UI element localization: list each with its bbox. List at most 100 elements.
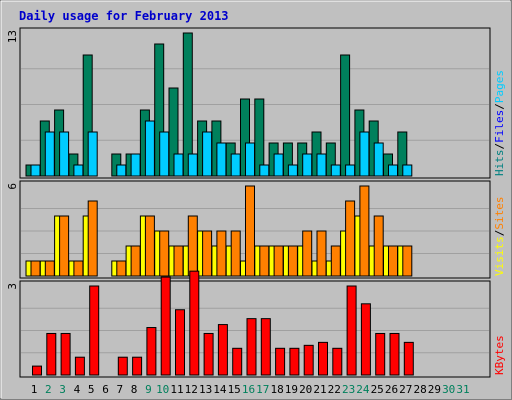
bar-pages-19 bbox=[287, 164, 298, 177]
x-tick-label: 11 bbox=[170, 383, 183, 396]
bar-sites-26 bbox=[388, 245, 398, 277]
y-max-label: 13 bbox=[6, 30, 19, 43]
bar-kbytes-26 bbox=[389, 332, 400, 376]
bar-sites-18 bbox=[273, 245, 284, 277]
x-tick-label: 16 bbox=[242, 383, 255, 396]
x-tick-label: 6 bbox=[102, 383, 109, 396]
legend-item: Visits bbox=[493, 236, 506, 276]
bar-sites-8 bbox=[130, 245, 141, 277]
x-tick-label: 31 bbox=[456, 383, 469, 396]
bar-kbytes-5 bbox=[89, 285, 100, 376]
legend-item: Pages bbox=[493, 70, 506, 103]
bar-pages-27 bbox=[402, 164, 413, 177]
bar-pages-12 bbox=[187, 153, 198, 177]
bar-pages-20 bbox=[302, 153, 313, 177]
bar-sites-2 bbox=[44, 260, 55, 277]
x-tick-label: 23 bbox=[342, 383, 355, 396]
bar-hits-23 bbox=[340, 54, 351, 177]
legend-item: / bbox=[493, 103, 506, 110]
panel-hits_pages_files: 13 Hits/Files/Pages bbox=[6, 27, 506, 179]
bar-sites-19 bbox=[287, 245, 298, 277]
bar-kbytes-9 bbox=[146, 327, 157, 376]
bar-pages-15 bbox=[230, 153, 241, 177]
bar-pages-16 bbox=[245, 142, 255, 177]
bar-sites-15 bbox=[230, 230, 241, 277]
bar-kbytes-10 bbox=[160, 276, 171, 376]
bar-kbytes-14 bbox=[217, 324, 228, 376]
bar-sites-7 bbox=[116, 260, 127, 277]
panel-kbytes: 3 KBytes bbox=[6, 270, 506, 378]
bar-sites-27 bbox=[402, 245, 413, 277]
bar-pages-3 bbox=[59, 131, 70, 177]
x-tick-label: 13 bbox=[199, 383, 212, 396]
bar-kbytes-25 bbox=[375, 332, 386, 376]
x-tick-label: 2 bbox=[45, 383, 52, 396]
bar-sites-17 bbox=[259, 245, 270, 277]
bar-pages-9 bbox=[144, 120, 155, 177]
bar-pages-11 bbox=[173, 153, 184, 177]
bar-kbytes-1 bbox=[32, 365, 42, 376]
bar-sites-11 bbox=[173, 245, 184, 277]
x-tick-label: 7 bbox=[116, 383, 123, 396]
bar-pages-21 bbox=[316, 153, 327, 177]
legend-item: Sites bbox=[493, 197, 506, 230]
bar-kbytes-15 bbox=[232, 347, 243, 376]
bar-kbytes-27 bbox=[403, 341, 414, 376]
x-tick-label: 17 bbox=[256, 383, 269, 396]
bar-sites-24 bbox=[359, 185, 370, 277]
bar-pages-5 bbox=[87, 131, 98, 177]
bar-sites-13 bbox=[202, 230, 213, 277]
bar-sites-16 bbox=[245, 185, 255, 277]
bar-sites-22 bbox=[330, 245, 341, 277]
x-tick-label: 18 bbox=[270, 383, 283, 396]
bar-kbytes-4 bbox=[74, 356, 85, 376]
bar-sites-4 bbox=[73, 260, 84, 277]
bar-kbytes-24 bbox=[360, 303, 371, 376]
legend-kbytes: KBytes bbox=[493, 335, 506, 375]
bar-kbytes-12 bbox=[189, 270, 200, 376]
bar-sites-25 bbox=[373, 215, 384, 277]
x-tick-label: 24 bbox=[356, 383, 370, 396]
x-tick-label: 19 bbox=[285, 383, 298, 396]
x-tick-label: 3 bbox=[59, 383, 66, 396]
legend-item: KBytes bbox=[493, 335, 506, 375]
bar-pages-17 bbox=[259, 164, 270, 177]
bar-pages-14 bbox=[216, 142, 227, 177]
x-tick-label: 25 bbox=[371, 383, 384, 396]
x-tick-label: 15 bbox=[228, 383, 241, 396]
bar-kbytes-17 bbox=[260, 318, 271, 376]
bar-pages-22 bbox=[330, 164, 341, 177]
bar-pages-23 bbox=[345, 164, 356, 177]
x-tick-label: 30 bbox=[442, 383, 455, 396]
x-tick-label: 26 bbox=[385, 383, 398, 396]
x-tick-label: 28 bbox=[413, 383, 426, 396]
legend-item: Hits bbox=[493, 150, 506, 177]
bar-sites-21 bbox=[316, 230, 327, 277]
bar-kbytes-20 bbox=[303, 344, 314, 376]
bar-pages-26 bbox=[388, 164, 398, 177]
bar-kbytes-7 bbox=[117, 356, 128, 376]
bar-pages-2 bbox=[44, 131, 55, 177]
bar-kbytes-23 bbox=[346, 285, 357, 376]
legend-visits_sites: Visits/Sites bbox=[493, 197, 506, 277]
bar-sites-10 bbox=[159, 230, 170, 277]
y-max-label: 3 bbox=[6, 283, 19, 290]
panel-visits_sites: 6 Visits/Sites bbox=[6, 180, 506, 279]
x-tick-label: 8 bbox=[131, 383, 138, 396]
x-tick-label: 1 bbox=[31, 383, 38, 396]
bar-hits-17 bbox=[254, 98, 265, 177]
x-tick-label: 20 bbox=[299, 383, 312, 396]
bar-pages-25 bbox=[373, 142, 384, 177]
bar-sites-3 bbox=[59, 215, 70, 277]
bar-pages-4 bbox=[73, 164, 84, 177]
legend-item: / bbox=[493, 143, 506, 150]
bar-pages-13 bbox=[202, 131, 213, 177]
legend-hits_pages_files: Hits/Files/Pages bbox=[493, 70, 506, 176]
x-tick-label: 14 bbox=[213, 383, 227, 396]
bar-kbytes-22 bbox=[332, 347, 343, 376]
bar-pages-1 bbox=[30, 164, 41, 177]
x-axis-labels: 1 2 3 4 5 6 7 8 9 10 11 12 13 14 15 16 17 18 19 20 21 22 23 24 2… bbox=[31, 383, 470, 396]
bar-pages-18 bbox=[273, 153, 284, 177]
x-tick-label: 22 bbox=[328, 383, 341, 396]
